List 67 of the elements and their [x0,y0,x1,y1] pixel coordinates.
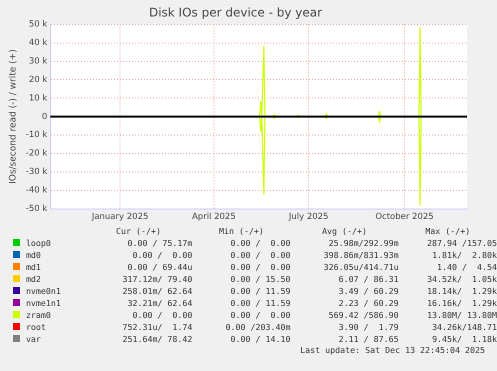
y-axis-title: IOs/second read (-) / write (+) [8,49,19,184]
text: 34.26k/148.71 [431,321,497,333]
text: 3.90 / 1.79 [338,321,399,333]
text: 752.31u/ 1.74 [121,321,192,333]
legend-label: loop0 [24,237,52,249]
y-tick-label: 0 [42,112,48,122]
y-tick-label: 20 k [28,74,48,85]
text: 0.00 / 14.10 [230,333,290,345]
text: 0.00 / 75.17m [126,237,192,249]
text: 398.86m/831.93m [322,249,399,261]
text: Min (-/+) [218,225,265,237]
text: 326.05u/414.71u [322,261,399,273]
text: 1.81k/ 2.80k [431,249,497,261]
text: 13.80M/ 13.80M [426,309,497,321]
legend-label: nvme1n1 [24,297,62,309]
x-tick-label: October 2025 [375,212,434,222]
text: Avg (-/+) [321,225,368,237]
x-tick-label: July 2025 [288,212,328,222]
legend-label: md1 [24,261,42,273]
x-tick-label: January 2025 [90,212,148,222]
x-tick-label: April 2025 [192,212,236,222]
text: 0.00 / 15.50 [230,273,290,285]
y-tick-label: -10 k [26,130,48,140]
text: 0.00 / 0.00 [131,309,192,321]
y-tick-label: -20 k [26,148,48,159]
text: 0.00 / 11.59 [230,297,290,309]
text: 25.98m/292.99m [328,237,399,249]
legend-label: var [24,333,42,345]
legend-label: root [24,321,47,333]
y-tick-label: 10 k [28,93,48,104]
legend-label: md2 [24,273,42,285]
text: 0.00 /203.40m [224,321,290,333]
legend-label: md0 [24,249,42,261]
text: 6.07 / 86.31 [338,273,399,285]
text: 3.49 / 60.29 [338,285,399,297]
text: 16.16k/ 1.29k [426,297,497,309]
text: 317.12m/ 79.40 [121,273,192,285]
text: Last update: Sat Dec 13 22:45:04 2025 [299,345,485,355]
text: 0.00 / 0.00 [230,237,290,249]
text: 0.00 / 0.00 [230,261,290,273]
text: 1.40 / 4.54 [436,261,497,273]
chart-title: Disk IOs per device - by year [148,5,322,20]
text: 569.42 /586.90 [328,309,399,321]
text: 9.45k/ 1.18k [431,333,497,345]
y-tick-label: 50 k [28,20,48,30]
text: 287.94 /157.05 [426,237,497,249]
text: Cur (-/+) [115,225,162,237]
text: 34.52k/ 1.05k [426,273,497,285]
text: 0.00 / 0.00 [230,249,290,261]
text: 0.00 / 0.00 [131,249,192,261]
legend-label: nvme0n1 [24,285,62,297]
text: 0.00 / 69.44u [126,261,192,273]
text: 0.00 / 0.00 [230,309,290,321]
text: Max (-/+) [424,225,472,237]
text: 18.14k/ 1.29k [426,285,497,297]
text: 251.64m/ 78.42 [121,333,192,345]
text: 2.11 / 87.65 [338,333,399,345]
text: 0.00 / 11.59 [230,285,290,297]
y-tick-label: -40 k [26,186,48,196]
y-tick-label: 30 k [28,56,48,66]
legend-label: zram0 [24,309,52,321]
text: 258.01m/ 62.64 [121,285,192,297]
text: 32.21m/ 62.64 [126,297,192,309]
y-tick-label: 40 k [28,38,48,48]
y-tick-label: -30 k [26,167,48,178]
text: 2.23 / 60.29 [338,297,399,309]
y-tick-label: -50 k [26,204,48,214]
